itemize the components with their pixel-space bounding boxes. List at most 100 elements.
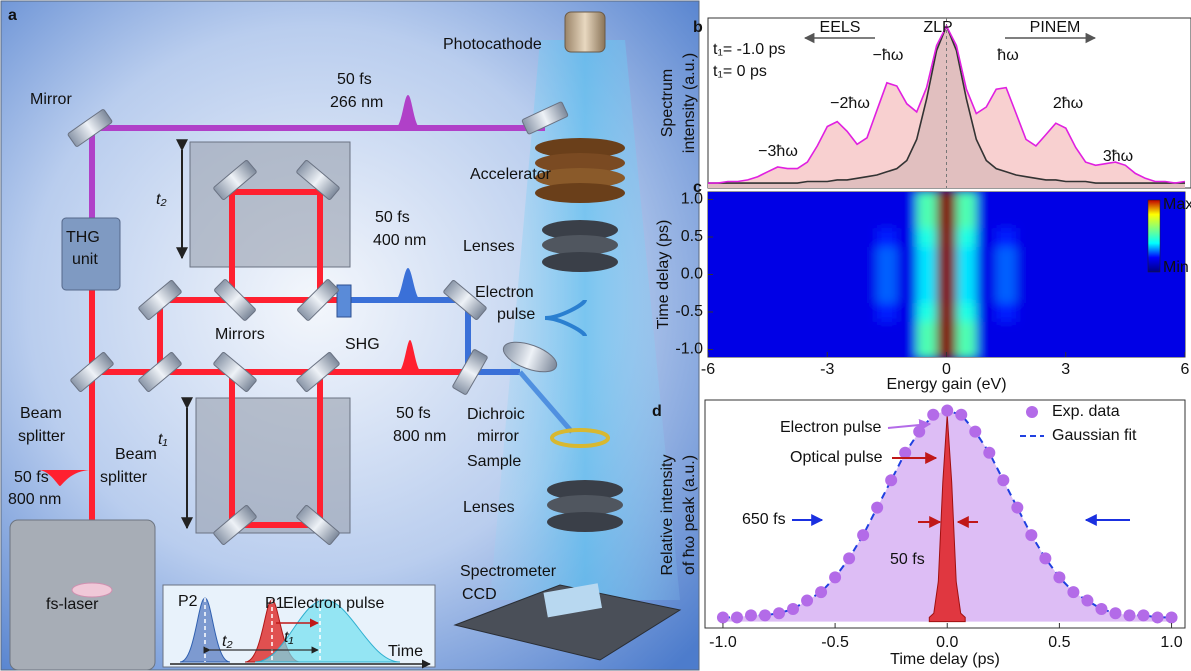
heatmap-cell bbox=[897, 209, 917, 228]
lens bbox=[547, 480, 623, 532]
heatmap-cell bbox=[817, 190, 837, 209]
heatmap-cell bbox=[797, 190, 817, 209]
legend-marker bbox=[1026, 406, 1038, 418]
panel-label: d bbox=[652, 403, 662, 420]
heatmap-cell bbox=[1056, 321, 1076, 340]
diagram-label: 50 fs bbox=[337, 71, 372, 88]
heatmap-cell bbox=[1115, 340, 1135, 359]
y-axis-label: Spectrum bbox=[659, 69, 676, 137]
heatmap-cell bbox=[817, 228, 837, 247]
heatmap-cell bbox=[996, 209, 1016, 228]
heatmap-cell bbox=[797, 340, 817, 359]
data-point bbox=[1166, 611, 1178, 623]
heatmap-cell bbox=[1056, 228, 1076, 247]
heatmap-cell bbox=[937, 228, 957, 247]
heatmap-cell bbox=[837, 284, 857, 303]
heatmap-cell bbox=[1036, 303, 1056, 322]
y-tick-label: 1.0 bbox=[681, 191, 703, 208]
heatmap-cell bbox=[1175, 321, 1191, 340]
delay-stage bbox=[196, 398, 350, 533]
heatmap-cell bbox=[698, 246, 718, 265]
heatmap-cell bbox=[1056, 190, 1076, 209]
heatmap-cell bbox=[758, 190, 778, 209]
heatmap-cell bbox=[797, 209, 817, 228]
legend-label: t₁= 0 ps bbox=[713, 63, 767, 80]
heatmap-cell bbox=[976, 265, 996, 284]
x-tick-label: -6 bbox=[701, 361, 715, 378]
heatmap-cell bbox=[738, 340, 758, 359]
diagram-label: 50 fs bbox=[375, 209, 410, 226]
heatmap-cell bbox=[738, 190, 758, 209]
data-point bbox=[857, 529, 869, 541]
data-point bbox=[885, 474, 897, 486]
x-tick-label: 1.0 bbox=[1160, 634, 1182, 651]
heatmap-cell bbox=[996, 190, 1016, 209]
heatmap-cell bbox=[857, 303, 877, 322]
heatmap-cell bbox=[877, 265, 897, 284]
heatmap-cell bbox=[857, 190, 877, 209]
heatmap-cell bbox=[758, 321, 778, 340]
data-point bbox=[745, 609, 757, 621]
diagram-label: Beam bbox=[20, 405, 62, 422]
heatmap-cell bbox=[778, 190, 798, 209]
heatmap-cell bbox=[897, 190, 917, 209]
data-point bbox=[801, 595, 813, 607]
y-axis-label: Relative intensity bbox=[659, 455, 676, 576]
diagram-label: Electron pulse bbox=[283, 595, 384, 612]
x-axis-label: Energy gain (eV) bbox=[886, 376, 1006, 393]
heatmap-cell bbox=[1155, 340, 1175, 359]
heatmap-cell bbox=[778, 303, 798, 322]
colorbar-label: Max bbox=[1163, 196, 1191, 213]
diagram-label: pulse bbox=[497, 306, 535, 323]
heatmap-cell bbox=[917, 284, 937, 303]
diagram-label: Sample bbox=[467, 453, 521, 470]
heatmap-cell bbox=[1076, 321, 1096, 340]
heatmap-cell bbox=[758, 246, 778, 265]
heatmap-cell bbox=[1016, 209, 1036, 228]
heatmap-cell bbox=[877, 190, 897, 209]
heatmap-cell bbox=[837, 340, 857, 359]
heatmap-cell bbox=[1096, 321, 1116, 340]
data-point bbox=[1025, 529, 1037, 541]
heatmap-cell bbox=[1135, 340, 1155, 359]
figure: aPhotocathode50 fs266 nmMirrorAccelerato… bbox=[0, 0, 1191, 671]
diagram-label: Dichroic bbox=[467, 406, 525, 423]
heatmap-cell bbox=[976, 228, 996, 247]
heatmap-cell bbox=[1056, 246, 1076, 265]
heatmap-cell bbox=[1036, 284, 1056, 303]
heatmap-cell bbox=[1135, 303, 1155, 322]
diagram-label: P1 bbox=[265, 595, 285, 612]
page: aPhotocathode50 fs266 nmMirrorAccelerato… bbox=[0, 0, 1191, 671]
heatmap-cell bbox=[1096, 340, 1116, 359]
heatmap-cell bbox=[1076, 265, 1096, 284]
heatmap-cell bbox=[758, 209, 778, 228]
heatmap-cell bbox=[976, 303, 996, 322]
heatmap-cell bbox=[817, 321, 837, 340]
heatmap-cell bbox=[1096, 190, 1116, 209]
heatmap-cell bbox=[837, 228, 857, 247]
diagram-label: 800 nm bbox=[393, 428, 446, 445]
heatmap-cell bbox=[976, 284, 996, 303]
heatmap-cell bbox=[1115, 209, 1135, 228]
heatmap-cell bbox=[1115, 303, 1135, 322]
diagram-label: SHG bbox=[345, 336, 380, 353]
heatmap-cell bbox=[1076, 246, 1096, 265]
heatmap-cell bbox=[877, 228, 897, 247]
colorbar bbox=[1148, 200, 1160, 272]
heatmap-cell bbox=[698, 209, 718, 228]
heatmap-cell bbox=[1016, 303, 1036, 322]
heatmap-cell bbox=[897, 246, 917, 265]
diagram-label: 266 nm bbox=[330, 94, 383, 111]
annotation: 50 fs bbox=[890, 551, 925, 568]
legend-label: t₁= -1.0 ps bbox=[713, 41, 786, 58]
order-label: −3ħω bbox=[758, 143, 798, 160]
y-axis-label: of ħω peak (a.u.) bbox=[681, 455, 698, 575]
heatmap-cell bbox=[976, 209, 996, 228]
heatmap-cell bbox=[1096, 209, 1116, 228]
data-point bbox=[1067, 586, 1079, 598]
heatmap-cell bbox=[758, 340, 778, 359]
data-point bbox=[997, 474, 1009, 486]
heatmap-cell bbox=[738, 265, 758, 284]
heatmap-cell bbox=[1155, 321, 1175, 340]
heatmap-cell bbox=[956, 303, 976, 322]
